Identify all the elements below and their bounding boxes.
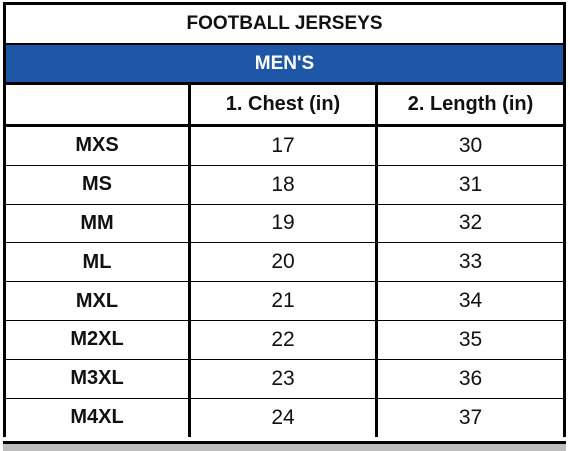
size-cell: MM [6, 204, 191, 243]
length-cell: 31 [458, 172, 483, 196]
length-cell: 33 [458, 250, 483, 274]
chest-cell: 23 [191, 359, 378, 398]
length-cell: 32 [458, 211, 483, 235]
chest-cell: 20 [191, 243, 378, 282]
chest-cell: 19 [191, 204, 378, 243]
length-cell: 37 [458, 405, 483, 429]
table-row: ML 20 33 [6, 243, 563, 283]
table-row: M4XL 24 37 [6, 398, 563, 438]
section-header-mens: MEN'S [6, 45, 563, 85]
table-body: MXS 17 30 MS 18 31 MM 19 32 ML 20 33 MXL 21 34 M2XL 22 35… [6, 127, 563, 438]
table-row: MXL 21 34 [6, 282, 563, 321]
size-cell: M4XL [6, 398, 191, 438]
table-title: FOOTBALL JERSEYS [6, 5, 563, 45]
table-title-text: FOOTBALL JERSEYS [186, 13, 383, 34]
length-cell: 35 [458, 327, 483, 351]
length-cell: 36 [458, 366, 483, 390]
column-header-row: 1. Chest (in) 2. Length (in) [6, 85, 563, 127]
table-row: M2XL 22 35 [6, 320, 563, 360]
table-row: MS 18 31 [6, 165, 563, 205]
table-row: M3XL 23 36 [6, 359, 563, 399]
column-header-chest: 1. Chest (in) [191, 85, 378, 124]
length-cell: 30 [458, 133, 483, 157]
chest-cell: 21 [191, 282, 378, 320]
column-header-length: 2. Length (in) [407, 93, 534, 115]
size-chart-table: FOOTBALL JERSEYS MEN'S 1. Chest (in) 2. … [3, 2, 566, 438]
size-cell: MXL [6, 282, 191, 320]
length-cell: 34 [458, 289, 483, 313]
chest-cell: 18 [191, 165, 378, 204]
size-cell: MXS [6, 127, 191, 165]
chest-cell: 24 [191, 398, 378, 438]
size-cell: M3XL [6, 359, 191, 398]
column-header-size [6, 85, 191, 124]
chest-cell: 22 [191, 320, 378, 359]
table-row: MXS 17 30 [6, 127, 563, 166]
section-header-text: MEN'S [254, 52, 315, 74]
size-cell: M2XL [6, 320, 191, 359]
size-cell: ML [6, 243, 191, 282]
footer-band [3, 441, 566, 451]
size-cell: MS [6, 165, 191, 204]
chest-cell: 17 [191, 127, 378, 165]
table-row: MM 19 32 [6, 204, 563, 244]
